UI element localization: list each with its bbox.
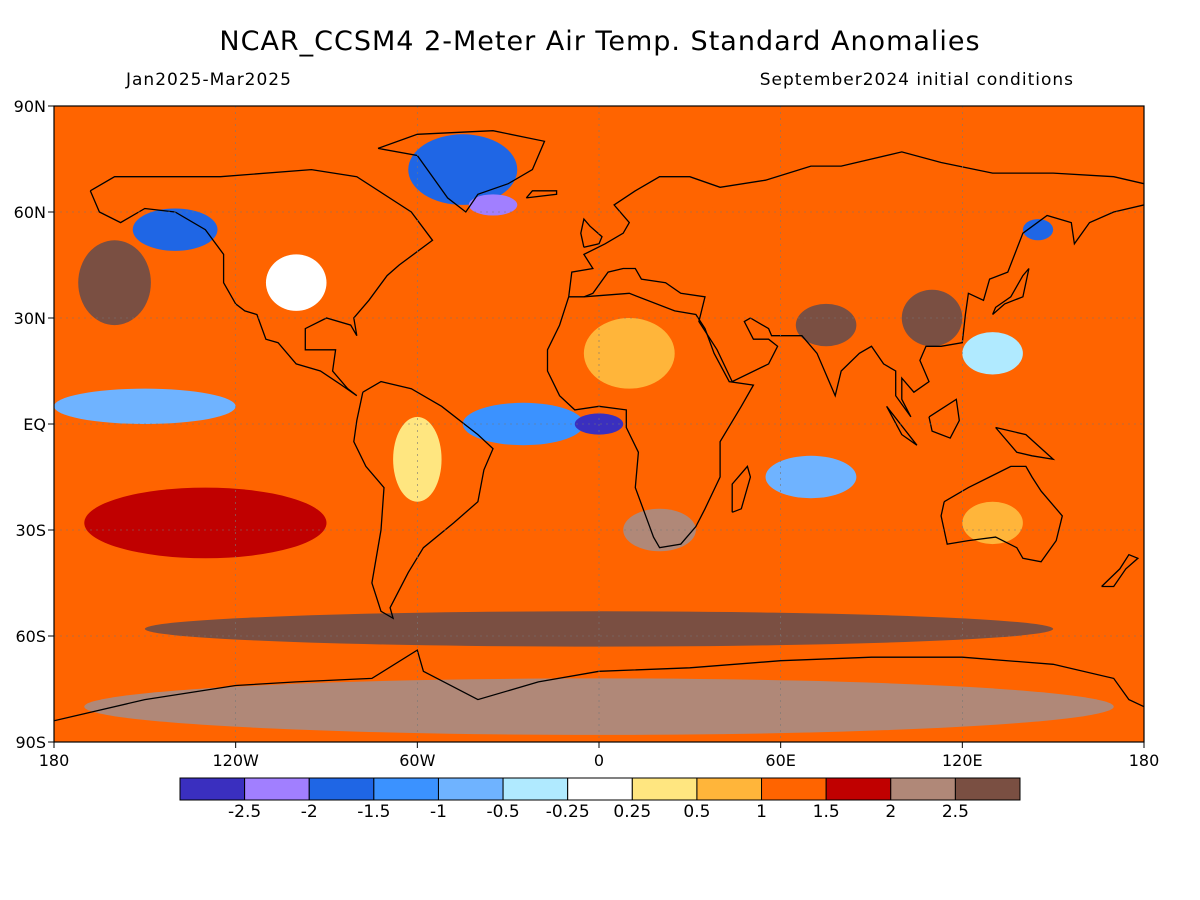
anomaly-region: [393, 416, 442, 502]
colorbar-label: 0.25: [613, 802, 651, 822]
colorbar-label: -2: [301, 802, 318, 822]
colorbar-label: -1.5: [357, 802, 390, 822]
lon-tick-label: 120E: [942, 751, 983, 770]
colorbar-swatch: [308, 777, 375, 801]
colorbar-swatch: [567, 777, 633, 801]
coastline: [940, 465, 1064, 563]
lat-tick-label: 60S: [15, 627, 46, 646]
coastline: [353, 380, 494, 620]
colorbar-label: 1: [756, 802, 767, 822]
coastline: [995, 426, 1056, 461]
coastline: [89, 168, 434, 397]
map-title: NCAR_CCSM4 2-Meter Air Temp. Standard An…: [219, 26, 981, 57]
lon-tick-label: 180: [1129, 751, 1160, 770]
colorbar-label: -2.5: [228, 802, 261, 822]
lat-tick-label: 90N: [14, 97, 46, 116]
coastline: [525, 190, 558, 199]
lon-tick-label: 60E: [765, 751, 795, 770]
lat-tick-label: EQ: [23, 415, 46, 434]
colorbar-swatch: [696, 777, 763, 801]
anomaly-region: [689, 201, 811, 258]
initial-conditions: September2024 initial conditions: [759, 70, 1074, 90]
colorbar-label: -0.25: [546, 802, 590, 822]
anomaly-region: [795, 303, 857, 347]
lat-tick-label: 90S: [15, 733, 46, 752]
colorbar-label: 0.5: [683, 802, 710, 822]
lon-tick-label: 0: [594, 751, 604, 770]
anomaly-region: [84, 487, 327, 559]
colorbar-label: 2: [885, 802, 896, 822]
forecast-period: Jan2025-Mar2025: [126, 70, 292, 90]
lon-tick-label: 180: [39, 751, 70, 770]
lat-tick-label: 30N: [14, 309, 46, 328]
anomaly-region: [765, 455, 857, 499]
coastlines: [54, 130, 1144, 722]
colorbar-swatch: [825, 777, 892, 801]
colorbar-label: -0.5: [486, 802, 519, 822]
lon-tick-label: 60W: [399, 751, 435, 770]
lat-tick-label: 60N: [14, 203, 46, 222]
colorbar-swatch: [437, 777, 504, 801]
coastline: [731, 465, 752, 513]
coastline: [886, 405, 918, 446]
coastline: [568, 151, 1144, 297]
anomaly-region: [54, 388, 236, 424]
latitude-axis: 90N 60N 30N EQ 30S 60S 90S: [14, 97, 54, 752]
anomaly-region: [1022, 219, 1054, 241]
anomaly-region: [78, 240, 151, 326]
coastline: [1101, 553, 1140, 588]
coastline: [377, 130, 546, 213]
anomaly-region: [962, 501, 1023, 545]
anomaly-region: [468, 194, 518, 216]
anomaly-region: [962, 332, 1023, 375]
coastline: [54, 649, 1144, 722]
lon-tick-label: 120W: [212, 751, 259, 770]
colorbar-swatch: [890, 777, 956, 801]
colorbar-swatch: [373, 777, 439, 801]
lat-tick-label: 30S: [15, 521, 46, 540]
colorbar-swatch: [244, 777, 310, 801]
anomaly-region: [132, 208, 218, 251]
coastline: [992, 268, 1030, 315]
colorbar-swatch: [179, 777, 246, 801]
graticule: [54, 106, 1144, 742]
colorbar-label: 2.5: [942, 802, 969, 822]
colorbar-label: 1.5: [813, 802, 840, 822]
colorbar-label: -1: [430, 802, 447, 822]
colorbar-swatch: [761, 777, 827, 801]
colorbar-swatch: [631, 777, 698, 801]
coastline: [928, 398, 960, 439]
coastline: [546, 292, 755, 549]
anomaly-region: [583, 318, 675, 389]
anomaly-region: [623, 508, 696, 552]
anomaly-region: [408, 134, 518, 205]
colorbar: -2.5 -2 -1.5 -1 -0.5 -0.25 0.25 0.5 1 1.5 2 2.5: [179, 777, 1021, 822]
anomaly-region: [901, 289, 963, 347]
coastline: [580, 217, 603, 248]
colorbar-swatch: [954, 777, 1021, 801]
longitude-axis: 180 120W 60W 0 60E 120E 180: [39, 742, 1160, 770]
anomaly-region: [265, 254, 327, 311]
colorbar-swatch: [502, 777, 569, 801]
coastline: [583, 204, 1144, 418]
